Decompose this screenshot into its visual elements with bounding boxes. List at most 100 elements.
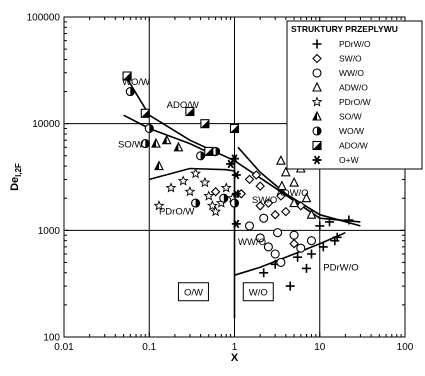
point-adw-o [277,180,287,191]
point-adw-o [289,197,299,208]
curve-curve-3 [149,167,235,181]
point-sw-o [263,198,274,208]
square-half-fill [123,72,132,80]
point-ww-o [263,242,273,252]
point-pdro-w [203,190,215,201]
plus-mark [332,232,342,242]
diamond-mark [244,174,255,185]
point-pdrw-o [259,268,269,278]
star-mark [210,205,222,217]
point-sw-o [270,209,280,220]
legend-entry-so-w: SO/W [339,112,362,122]
point-sw-o [251,170,262,180]
legend-entry-o-w: O+W [339,155,359,165]
point-wo-w [191,198,201,208]
point-ww-o [270,249,280,259]
plus-mark [285,281,295,291]
circle-mark [312,68,322,78]
circle-mark [259,213,269,223]
triangle-half-fill [162,135,167,144]
y-tick-label: 10000 [32,119,60,130]
point-sw-o [255,201,265,211]
circle-half-fill [130,87,135,96]
point-ww-o [244,221,255,231]
diamond-mark [263,198,274,208]
point-sw-o [244,174,255,185]
point-wo-w [125,87,135,97]
curve-curve-4 [237,146,361,227]
triangle-mark [289,176,299,187]
point-pdro-w [165,182,177,193]
diamond-mark [289,238,299,249]
legend-title: STRUKTURY PRZEPLYWU [291,24,398,34]
point-pdro-w [206,200,218,211]
curve-curve-2 [123,114,216,157]
point-sw-o [236,189,247,199]
square-half-fill [230,124,239,133]
plus-mark [312,39,322,49]
circle-mark [255,233,265,243]
diamond-mark [255,201,265,211]
point-ado-w [185,106,195,117]
point-so-w [161,134,172,145]
circle-half-fill [149,124,154,133]
x-axis-label: X [231,352,239,364]
data-points [122,71,354,291]
star-mark [203,190,215,201]
asterisk-mark [312,155,322,165]
circle-half-fill [234,199,239,208]
diamond-mark [296,201,306,211]
point-wo-w [140,139,150,149]
point-o-w [230,154,239,163]
legend-marker-ado-w [312,140,322,151]
square-half-fill [204,147,213,156]
curve-annotation: PDrO/W [159,207,194,218]
legend-marker-o-w [312,155,322,165]
point-o-w [231,189,241,199]
plus-mark [315,221,325,231]
point-pdrw-o [325,217,334,227]
triangle-mark [277,180,287,191]
point-pdrw-o [315,221,325,231]
point-pdro-w [210,205,222,217]
triangle-half-fill [313,112,317,120]
triangle-mark [289,197,299,208]
point-so-w [151,137,161,148]
asterisk-mark [230,154,239,163]
circle-mark [296,243,306,253]
diamond-mark [251,170,262,180]
region-label-box [177,282,209,302]
point-wo-w [196,151,206,161]
point-wo-w [229,198,240,208]
triangle-half-fill [155,161,159,170]
point-pdro-w [220,182,232,193]
point-sw-o [255,181,265,191]
point-wo-w [144,123,154,134]
asterisk-mark [231,189,241,199]
point-pdrw-o [307,249,316,259]
circle-mark [276,257,286,267]
point-pdrw-o [293,252,303,262]
plus-mark [302,263,311,273]
point-ado-w [122,71,132,81]
point-ado-w [200,119,210,129]
curve-annotation: ADO/W [167,100,199,111]
point-sw-o [296,201,306,211]
point-so-w [154,160,164,171]
circle-half-fill [145,139,150,148]
diamond-mark [210,186,221,197]
diamond-mark [312,53,322,64]
legend-box [286,20,423,170]
diamond-mark [236,189,247,199]
plus-mark [318,242,328,252]
point-sw-o [210,186,221,197]
circle-half-fill [317,127,321,135]
triangle-mark [312,81,322,92]
star-mark [190,167,202,179]
circle-mark [289,230,299,240]
legend-entry-ww-o: WW/O [339,68,364,78]
curve-annotation: ADW/O [276,188,308,199]
triangle-mark [306,208,317,219]
